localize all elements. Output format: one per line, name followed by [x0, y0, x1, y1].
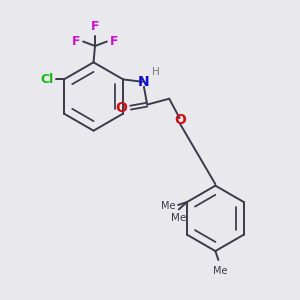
Text: Me: Me [170, 213, 186, 223]
Text: H: H [152, 67, 160, 77]
Text: O: O [115, 100, 127, 115]
Text: O: O [174, 112, 186, 127]
Text: N: N [138, 75, 150, 89]
Text: F: F [72, 35, 80, 48]
Text: F: F [110, 35, 118, 48]
Text: Me: Me [161, 202, 175, 212]
Text: Me: Me [213, 266, 227, 276]
Text: F: F [91, 20, 99, 34]
Text: Cl: Cl [40, 73, 53, 86]
